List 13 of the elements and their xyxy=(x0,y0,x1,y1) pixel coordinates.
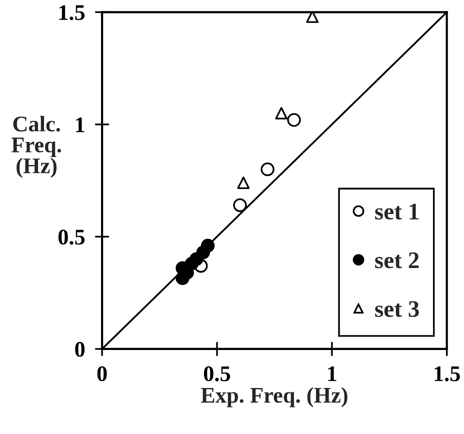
y-tick-label: 0.5 xyxy=(58,230,85,245)
x-axis-title: Exp. Freq. (Hz) xyxy=(200,387,348,408)
y-tick-label: 1 xyxy=(76,117,84,132)
y-tick-label: 1.5 xyxy=(59,5,85,20)
legend-label: set 3 xyxy=(375,301,419,317)
x-tick-label: 0.5 xyxy=(204,366,230,382)
x-tick-label: 0 xyxy=(97,366,107,382)
x-tick-label: 1.5 xyxy=(434,366,460,382)
legend-label: set 1 xyxy=(375,204,418,220)
y-tick-label: 0 xyxy=(75,342,85,357)
x-tick-label: 1 xyxy=(328,366,336,382)
y-axis-title: Calc. Freq. (Hz) xyxy=(12,116,62,178)
legend-label: set 2 xyxy=(375,252,419,268)
